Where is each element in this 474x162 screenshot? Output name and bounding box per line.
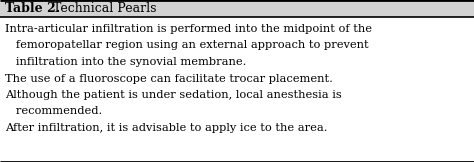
Text: After infiltration, it is advisable to apply ice to the area.: After infiltration, it is advisable to a… [5,123,328,133]
Text: Table 2.: Table 2. [5,2,60,16]
Text: femoropatellar region using an external approach to prevent: femoropatellar region using an external … [5,40,369,51]
Text: The use of a fluoroscope can facilitate trocar placement.: The use of a fluoroscope can facilitate … [5,74,333,83]
Text: Technical Pearls: Technical Pearls [49,2,156,16]
Text: infiltration into the synovial membrane.: infiltration into the synovial membrane. [5,57,246,67]
Text: Intra-articular infiltration is performed into the midpoint of the: Intra-articular infiltration is performe… [5,24,372,34]
Bar [0,0,474,17]
Text: Although the patient is under sedation, local anesthesia is: Although the patient is under sedation, … [5,90,342,100]
Text: recommended.: recommended. [5,106,102,116]
